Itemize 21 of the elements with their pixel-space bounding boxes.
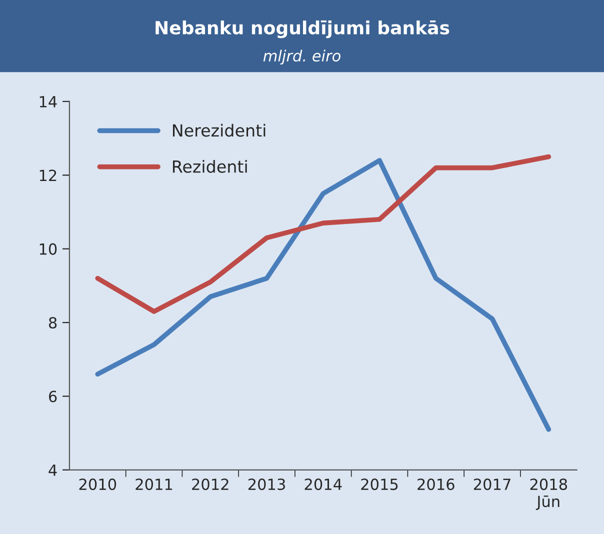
x-tick-label: 2014 xyxy=(304,478,342,490)
x-tick-label: 2018 Jūn xyxy=(530,478,568,510)
x-tick-label: 2016 xyxy=(418,478,454,490)
y-tick-label: 8 xyxy=(48,317,57,329)
y-tick-label: 4 xyxy=(48,464,57,476)
legend-label: Rezidenti xyxy=(172,160,247,173)
y-tick-label: 12 xyxy=(40,170,56,181)
chart-title: Nebanku noguldījumi bankās xyxy=(156,20,450,38)
x-tick-label: 2011 xyxy=(136,478,172,490)
line-series xyxy=(95,158,552,432)
x-tick-label: 2013 xyxy=(248,478,285,490)
x-tick-label: 2017 xyxy=(474,478,510,490)
y-tick-label: 14 xyxy=(40,96,57,108)
y-tick-label: 10 xyxy=(40,243,57,255)
x-tick-label: 2012 xyxy=(192,478,228,490)
legend-label: Nerezidenti xyxy=(172,124,266,137)
x-tick-label: 2010 xyxy=(79,478,116,490)
line-series xyxy=(95,154,552,314)
y-tick-label: 6 xyxy=(49,390,57,402)
x-tick-label: 2015 xyxy=(361,478,398,490)
chart-subtitle: mljrd. eiro xyxy=(263,50,340,65)
